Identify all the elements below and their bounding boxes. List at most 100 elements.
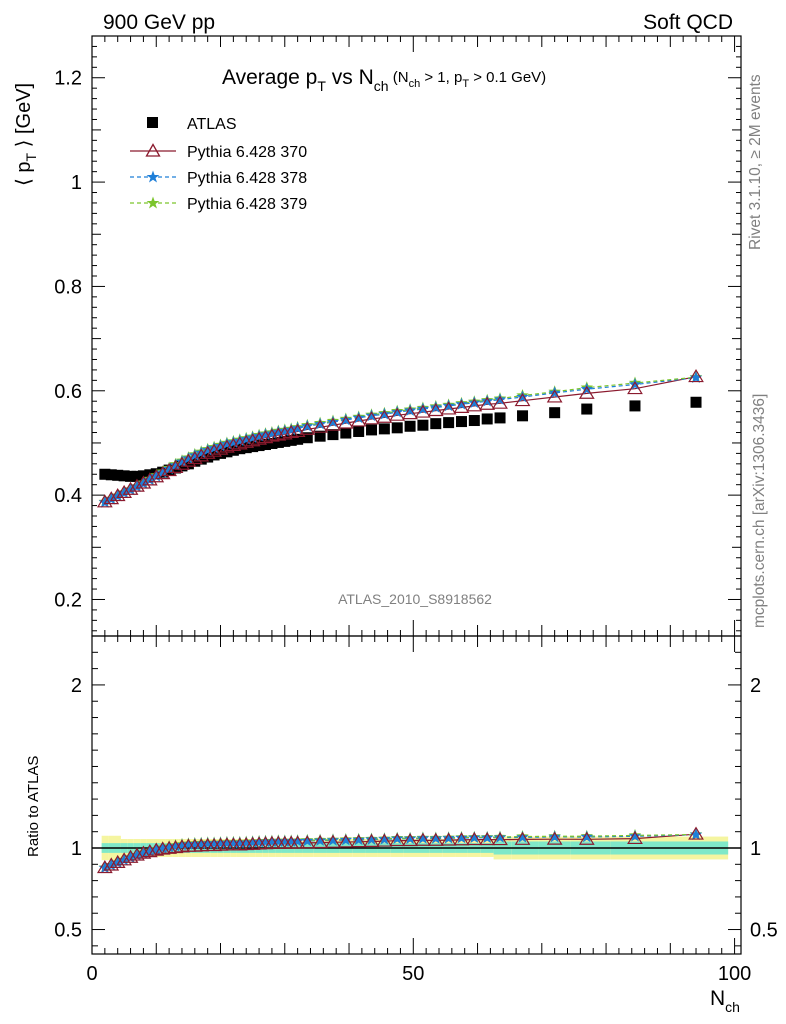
ratio-1-point bbox=[492, 832, 508, 846]
atlas-point bbox=[517, 410, 529, 422]
atlas-point bbox=[455, 416, 467, 428]
ratio-2-point bbox=[481, 831, 494, 844]
atlas-point bbox=[581, 403, 593, 415]
atlas-point bbox=[468, 415, 480, 427]
series-1-point bbox=[427, 402, 444, 417]
series-2-point bbox=[468, 396, 481, 408]
series-1-point bbox=[206, 443, 222, 457]
ratio-1-point bbox=[688, 826, 704, 840]
ratio-2-point bbox=[246, 835, 259, 848]
atlas-point bbox=[105, 469, 117, 481]
atlas-point bbox=[366, 424, 378, 436]
legend-atlas-marker bbox=[147, 117, 158, 128]
ratio-y-tick-label: 1 bbox=[71, 838, 82, 860]
ratio-2-point bbox=[628, 829, 642, 842]
series-1-point bbox=[244, 433, 261, 447]
series-2-point bbox=[175, 455, 189, 467]
ratio-1-point bbox=[546, 831, 563, 845]
y-axis-label-sub: T bbox=[23, 153, 39, 162]
series-2-point bbox=[628, 378, 642, 390]
mcplots-label: mcplots.cern.ch [arXiv:1306.3436] bbox=[751, 394, 768, 628]
ratio-2-point bbox=[548, 830, 561, 843]
ratio-1-point bbox=[312, 834, 328, 849]
series-1-point bbox=[238, 434, 255, 448]
series-1-point bbox=[174, 456, 190, 470]
series-1-point bbox=[479, 396, 496, 410]
atlas-point bbox=[118, 470, 130, 482]
ratio-2-point bbox=[188, 837, 201, 850]
ratio-1-point bbox=[141, 844, 158, 858]
series-1-point bbox=[231, 436, 248, 450]
atlas-point bbox=[215, 447, 227, 459]
series-2-point bbox=[339, 413, 352, 426]
ratio-2-point bbox=[272, 835, 285, 847]
series-2-point bbox=[548, 386, 561, 399]
atlas-point bbox=[112, 469, 124, 481]
series-1-point bbox=[225, 437, 242, 452]
ratio-2-point bbox=[233, 836, 246, 849]
series-1-point bbox=[325, 417, 341, 431]
atlas-point bbox=[279, 435, 291, 447]
ratio-2-point bbox=[580, 830, 593, 843]
series-1-point bbox=[193, 448, 210, 462]
atlas-point bbox=[208, 449, 220, 461]
series-2-point bbox=[233, 434, 246, 447]
series-1-point bbox=[122, 481, 139, 495]
series-1-point bbox=[167, 459, 184, 473]
atlas-point bbox=[266, 437, 278, 449]
atlas-point bbox=[301, 432, 313, 444]
ratio-1-point bbox=[415, 832, 431, 846]
ratio-2-point bbox=[442, 831, 455, 844]
series-2-point bbox=[429, 401, 442, 413]
series-1-point bbox=[627, 381, 643, 395]
series-2-point bbox=[313, 417, 327, 430]
ratio-1-point bbox=[174, 839, 190, 853]
series-1-point bbox=[264, 428, 280, 442]
legend-379-label: Pythia 6.428 379 bbox=[187, 196, 307, 213]
series-line-2 bbox=[104, 377, 697, 503]
ratio-panel-ticks bbox=[91, 636, 741, 954]
ratio-2-point bbox=[195, 837, 208, 850]
ratio-y-tick-label: 2 bbox=[71, 675, 82, 697]
series-2-point bbox=[580, 382, 593, 395]
series-2-point bbox=[246, 431, 259, 443]
y-tick-label: 0.2 bbox=[54, 589, 82, 611]
ratio-2-point bbox=[285, 835, 298, 847]
ratio-2-point bbox=[689, 828, 703, 840]
series-2-point bbox=[182, 452, 195, 464]
ratio-2-point bbox=[207, 837, 221, 849]
series-2-point bbox=[493, 393, 507, 405]
series-1-point bbox=[289, 423, 306, 437]
ratio-y-tick-label-right: 0.5 bbox=[750, 920, 778, 942]
ratio-2-point bbox=[278, 835, 291, 847]
ratio-1-point bbox=[325, 834, 341, 848]
ratio-y-tick-label-right: 2 bbox=[750, 675, 761, 697]
series-1-point bbox=[180, 453, 197, 467]
ratio-2-point bbox=[214, 836, 227, 849]
legend-378-label: Pythia 6.428 378 bbox=[187, 170, 307, 187]
ratio-1-point bbox=[154, 841, 171, 855]
legend-370-marker bbox=[145, 143, 161, 157]
ratio-2-point bbox=[130, 849, 144, 861]
ratio-2-point bbox=[391, 832, 404, 844]
legend-atlas-label: ATLAS bbox=[187, 116, 237, 133]
header-left: 900 GeV pp bbox=[103, 11, 215, 34]
ratio-y-axis-label: Ratio to ATLAS bbox=[25, 756, 42, 857]
series-1-point bbox=[103, 491, 120, 505]
ratio-2-point bbox=[455, 831, 468, 844]
ratio-2-point bbox=[98, 861, 111, 874]
x-tick-label: 50 bbox=[402, 963, 424, 985]
ratio-2-point bbox=[252, 835, 266, 848]
ratio-2-point bbox=[313, 834, 327, 846]
ratio-1-point bbox=[122, 849, 139, 863]
series-1-point bbox=[337, 415, 354, 429]
ratio-2-point bbox=[143, 845, 156, 857]
series-2-point bbox=[169, 458, 182, 471]
series-2-point bbox=[516, 390, 529, 403]
series-2-point bbox=[240, 432, 253, 445]
series-2-point bbox=[352, 411, 365, 424]
x-tick-label: 0 bbox=[86, 963, 97, 985]
series-2-point bbox=[252, 429, 266, 442]
ratio-1-point bbox=[363, 833, 380, 847]
ratio-2-point bbox=[150, 843, 163, 856]
